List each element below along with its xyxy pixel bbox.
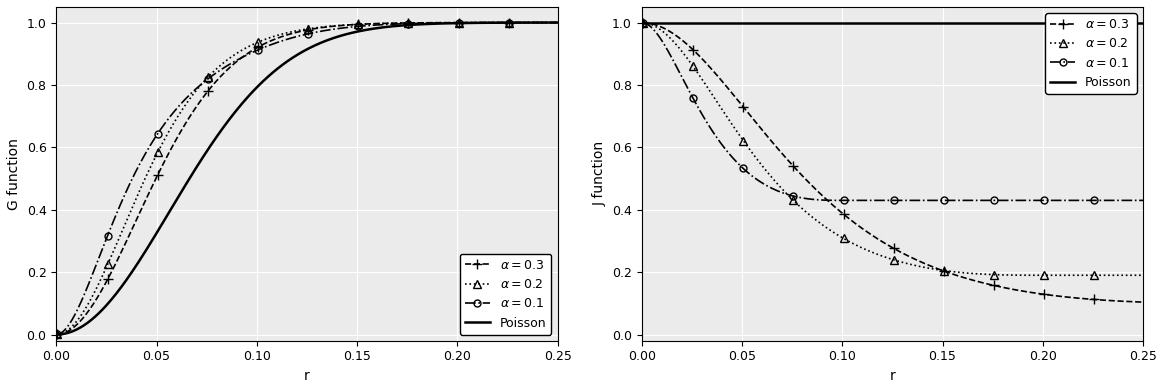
$\alpha=0.3$ xyxy=(365,21,379,26)
$\alpha=0.3$ xyxy=(249,46,263,51)
Poisson xyxy=(696,20,710,25)
$\alpha=0.1$ xyxy=(551,20,565,25)
$\alpha=0.1$ xyxy=(836,198,850,203)
$\alpha=0.2$ xyxy=(365,21,379,26)
Line: $\alpha=0.1$: $\alpha=0.1$ xyxy=(639,19,1147,204)
$\alpha=0.2$ xyxy=(412,21,426,25)
$\alpha=0.3$ xyxy=(111,257,125,262)
$\alpha=0.1$ xyxy=(799,196,812,201)
$\alpha=0.2$ xyxy=(696,78,710,83)
$\alpha=0.1$ xyxy=(111,209,125,213)
Poisson xyxy=(551,20,565,25)
$\alpha=0.3$ xyxy=(998,285,1012,290)
Poisson xyxy=(951,20,965,25)
$\alpha=0.3$ xyxy=(696,58,710,62)
$\alpha=0.1$ xyxy=(696,114,710,119)
$\alpha=0.2$ xyxy=(951,270,965,275)
$\alpha=0.2$ xyxy=(998,273,1012,277)
Y-axis label: G function: G function xyxy=(7,138,21,210)
$\alpha=0.1$ xyxy=(999,198,1013,203)
$\alpha=0.2$ xyxy=(1036,273,1050,278)
$\alpha=0.1$ xyxy=(414,21,428,26)
$\alpha=0.1$ xyxy=(50,332,64,337)
$\alpha=0.3$ xyxy=(1000,286,1014,291)
$\alpha=0.2$ xyxy=(414,21,428,25)
Poisson xyxy=(799,20,812,25)
Line: Poisson: Poisson xyxy=(57,23,558,335)
$\alpha=0.2$ xyxy=(50,332,64,337)
$\alpha=0.2$ xyxy=(799,209,812,214)
$\alpha=0.2$ xyxy=(213,63,227,68)
$\alpha=0.2$ xyxy=(1136,273,1150,278)
Poisson xyxy=(365,27,379,31)
X-axis label: r: r xyxy=(889,369,895,383)
$\alpha=0.1$ xyxy=(636,20,650,25)
$\alpha=0.1$ xyxy=(835,198,849,203)
$\alpha=0.3$ xyxy=(799,177,812,182)
Poisson xyxy=(636,20,650,25)
Poisson xyxy=(835,20,849,25)
X-axis label: r: r xyxy=(304,369,310,383)
Poisson xyxy=(249,86,263,91)
Y-axis label: J function: J function xyxy=(592,141,606,206)
$\alpha=0.1$ xyxy=(249,49,263,53)
$\alpha=0.3$ xyxy=(414,20,428,25)
$\alpha=0.3$ xyxy=(1136,300,1150,305)
Poisson xyxy=(414,22,428,27)
$\alpha=0.2$ xyxy=(111,239,125,244)
$\alpha=0.1$ xyxy=(365,23,379,28)
$\alpha=0.1$ xyxy=(213,67,227,72)
$\alpha=0.2$ xyxy=(249,41,263,46)
$\alpha=0.2$ xyxy=(636,20,650,25)
$\alpha=0.1$ xyxy=(1136,198,1150,203)
Poisson xyxy=(1000,20,1014,25)
$\alpha=0.1$ xyxy=(1001,198,1015,203)
Poisson xyxy=(998,20,1012,25)
$\alpha=0.1$ xyxy=(952,198,966,203)
$\alpha=0.3$ xyxy=(636,20,650,25)
$\alpha=0.3$ xyxy=(551,20,565,25)
$\alpha=0.3$ xyxy=(213,74,227,79)
Poisson xyxy=(50,332,64,337)
$\alpha=0.3$ xyxy=(50,332,64,337)
$\alpha=0.1$ xyxy=(412,21,426,26)
$\alpha=0.2$ xyxy=(1000,273,1014,277)
Line: $\alpha=0.3$: $\alpha=0.3$ xyxy=(638,18,1148,307)
Line: $\alpha=0.2$: $\alpha=0.2$ xyxy=(639,18,1148,279)
Poisson xyxy=(412,22,426,27)
$\alpha=0.2$ xyxy=(835,235,849,239)
Line: $\alpha=0.2$: $\alpha=0.2$ xyxy=(54,18,562,339)
$\alpha=0.3$ xyxy=(835,210,849,215)
Line: $\alpha=0.1$: $\alpha=0.1$ xyxy=(54,19,561,338)
Legend: $\alpha=0.3$, $\alpha=0.2$, $\alpha=0.1$, Poisson: $\alpha=0.3$, $\alpha=0.2$, $\alpha=0.1$… xyxy=(1045,13,1137,94)
Poisson xyxy=(213,129,227,134)
$\alpha=0.3$ xyxy=(951,273,965,278)
$\alpha=0.2$ xyxy=(551,20,565,25)
Poisson xyxy=(1136,20,1150,25)
Poisson xyxy=(111,289,125,294)
$\alpha=0.3$ xyxy=(412,21,426,25)
Legend: $\alpha=0.3$, $\alpha=0.2$, $\alpha=0.1$, Poisson: $\alpha=0.3$, $\alpha=0.2$, $\alpha=0.1$… xyxy=(460,254,552,335)
Line: $\alpha=0.3$: $\alpha=0.3$ xyxy=(52,18,562,339)
